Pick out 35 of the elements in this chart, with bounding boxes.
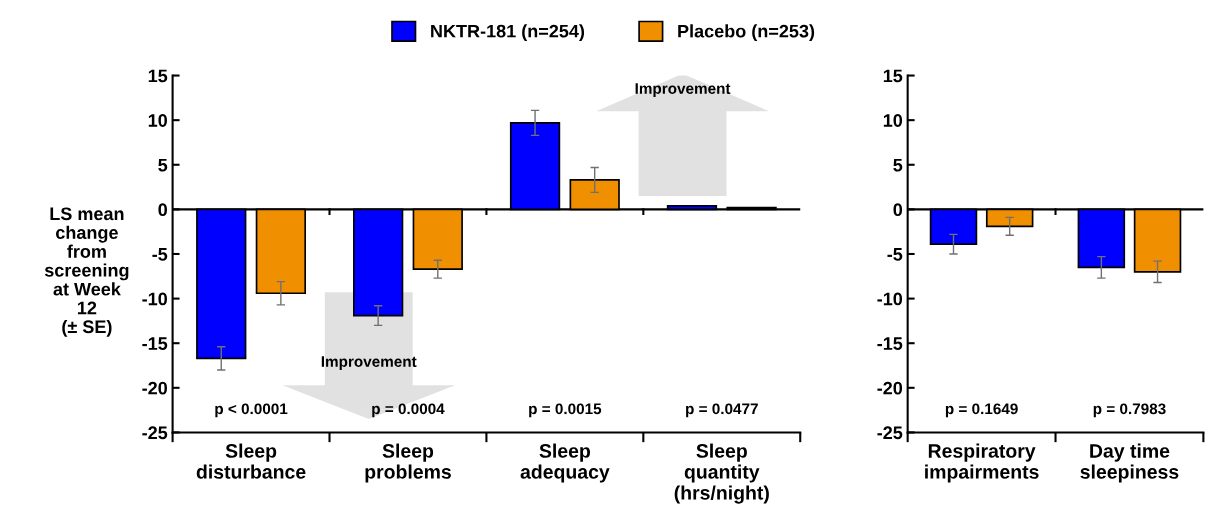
y-tick-label: 10 [148,114,167,127]
y-tick-label: -15 [142,337,168,350]
y-tick-label: -10 [877,292,903,306]
x-tick-label: Sleep adequacy [520,443,610,483]
y-tick-label: 15 [148,69,168,83]
legend-label: Placebo (n=253) [678,24,815,42]
y-tick-label: -5 [887,248,903,261]
y-axis-title: LS mean change from screening at Week 12 (± SE) [44,207,129,337]
y-tick-label: -20 [877,381,903,395]
annotation: p = 0.1649 [945,403,1018,418]
x-tick-label: Sleep problems [365,443,451,483]
x-tick-label: Sleep disturbance [196,443,306,479]
annotation: p < 0.0001 [215,403,288,418]
y-tick-label: 5 [893,158,903,172]
legend-label: NKTR-181 (n=254) [431,24,585,42]
y-tick-label: 10 [883,114,903,127]
y-tick-label: -20 [142,381,167,395]
annotation: p = 0.0015 [529,403,602,418]
y-tick-label: -10 [142,292,167,306]
y-tick-label: -5 [152,248,168,261]
x-tick-label: Sleep quantity (hrs/night) [674,443,769,504]
y-tick-label: 0 [893,203,903,217]
y-tick-label: 15 [883,69,903,83]
annotation: Improvement [635,83,731,97]
y-tick-label: 0 [158,203,167,217]
y-tick-label: -25 [877,426,903,440]
y-tick-label: -25 [142,426,168,440]
annotation: p = 0.0004 [372,403,445,418]
annotation: p = 0.7983 [1093,403,1166,418]
x-tick-label: Day time sleepiness [1080,443,1179,483]
annotation: Improvement [321,356,417,370]
y-tick-label: -15 [877,337,903,350]
y-tick-label: 5 [158,158,168,172]
x-tick-label: Respiratory impairments [925,443,1039,483]
annotation: p = 0.0477 [686,403,758,418]
